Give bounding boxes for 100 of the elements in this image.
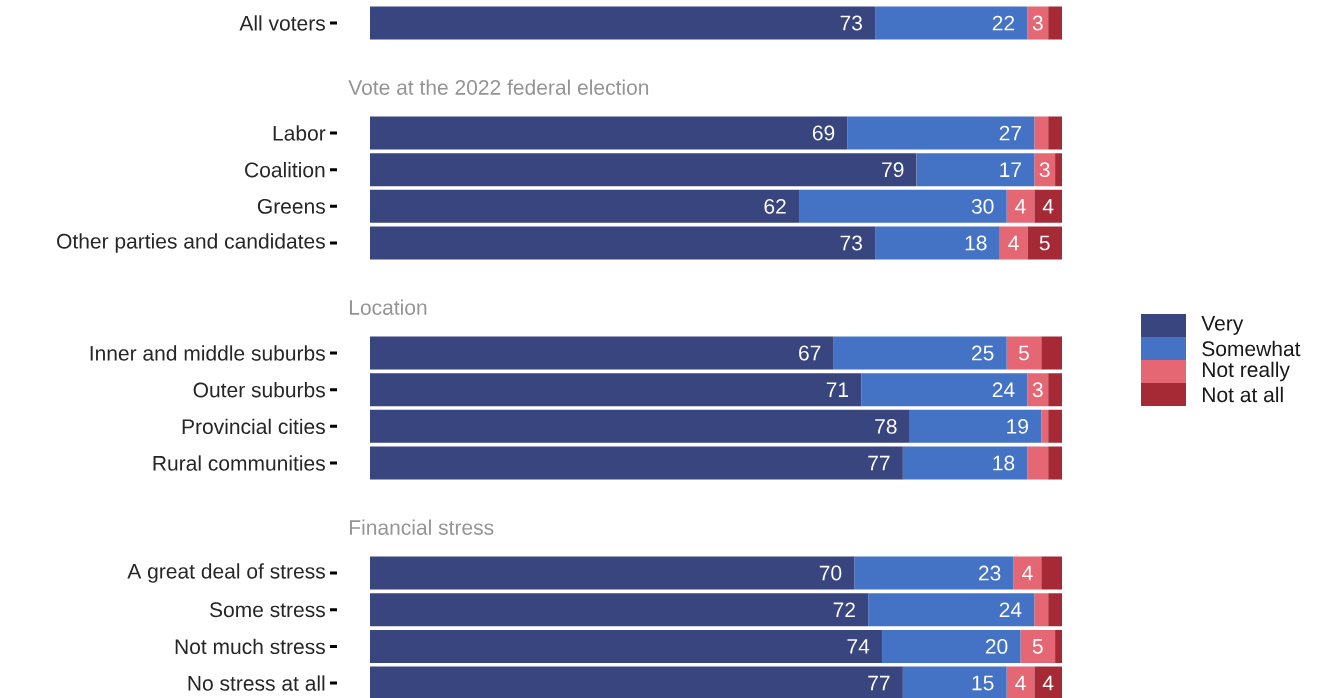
data-label: 20 <box>985 638 1008 654</box>
bar <box>1034 116 1049 150</box>
data-label: 18 <box>965 235 987 251</box>
bar <box>882 629 1021 663</box>
data-label: 4 <box>1042 199 1054 214</box>
data-label: 73 <box>840 15 862 31</box>
data-label: 4 <box>1008 235 1019 251</box>
y-tick-label: No stress at all <box>188 675 325 691</box>
bar <box>868 593 1035 627</box>
data-label: 74 <box>847 639 870 654</box>
data-label: 5 <box>1039 235 1050 251</box>
y-tick-label: Outer suburbs <box>193 381 325 398</box>
bar <box>370 226 876 260</box>
annotation: Location <box>349 299 427 315</box>
data-label: 70 <box>819 565 842 581</box>
data-label: 3 <box>1039 162 1050 178</box>
bar <box>902 446 1028 480</box>
y-tick-label: Inner and middle suburbs <box>90 345 325 361</box>
bar <box>370 116 848 150</box>
data-label: 79 <box>882 162 904 178</box>
bar <box>370 336 834 370</box>
y-tick-label: Not much stress <box>175 638 325 655</box>
data-label: 77 <box>868 455 890 471</box>
data-label: 19 <box>1007 418 1028 434</box>
data-label: 30 <box>971 198 994 214</box>
legend-label: Very <box>1201 316 1244 335</box>
data-label: 22 <box>992 15 1015 31</box>
bar <box>1041 556 1062 590</box>
bar <box>370 373 862 407</box>
bar <box>1013 556 1042 590</box>
y-tick-label: Other parties and candidates <box>57 233 325 253</box>
bar <box>1034 593 1049 627</box>
bar <box>1048 373 1062 407</box>
y-tick-label: Provincial cities <box>182 418 325 435</box>
data-label: 71 <box>826 382 849 397</box>
bar <box>1055 629 1062 663</box>
data-label: 5 <box>1018 345 1029 361</box>
bar <box>1041 336 1062 370</box>
legend-label: Not really <box>1202 361 1290 382</box>
bar <box>999 226 1028 260</box>
bar <box>370 593 869 627</box>
bar <box>370 629 883 663</box>
y-tick-label: Greens <box>257 198 325 214</box>
bar <box>1048 116 1062 150</box>
bar <box>861 373 1028 407</box>
data-label: 5 <box>1032 639 1043 654</box>
data-label: 24 <box>999 602 1022 618</box>
data-label: 73 <box>840 235 862 251</box>
bar <box>875 226 1000 260</box>
y-tick-label: Some stress <box>210 602 325 618</box>
data-label: 23 <box>978 565 1001 581</box>
y-tick-label: All voters <box>239 15 325 31</box>
data-label: 4 <box>1015 675 1026 691</box>
bar <box>1027 6 1049 40</box>
bar <box>370 6 876 40</box>
bar <box>799 189 1007 223</box>
data-label: 25 <box>972 345 994 361</box>
data-label: 4 <box>1022 565 1033 581</box>
bar <box>909 409 1042 443</box>
bar <box>847 116 1035 150</box>
data-label: 27 <box>999 125 1021 141</box>
bar <box>1048 6 1062 40</box>
bar <box>1048 593 1062 627</box>
bar <box>916 153 1035 187</box>
bar <box>370 666 903 698</box>
data-label: 69 <box>812 125 835 141</box>
bar <box>1055 153 1062 187</box>
bar <box>1048 446 1062 480</box>
data-label: 24 <box>992 382 1015 398</box>
bar <box>1041 409 1049 443</box>
bar <box>902 666 1007 698</box>
legend-label: Somewhat <box>1202 340 1301 357</box>
legend-label: Not at all <box>1202 386 1283 403</box>
bar <box>1034 153 1056 187</box>
annotation: Financial stress <box>349 519 494 535</box>
bar <box>1006 336 1042 370</box>
data-label: 17 <box>1000 162 1021 177</box>
data-label: 67 <box>799 345 821 361</box>
data-label: 18 <box>993 455 1015 471</box>
bar <box>1027 446 1049 480</box>
bar <box>370 189 800 223</box>
bar <box>1034 189 1062 223</box>
data-label: 3 <box>1032 15 1043 31</box>
bar <box>1027 226 1062 260</box>
data-label: 15 <box>972 675 994 691</box>
bar <box>370 153 917 187</box>
y-tick-label: Rural communities <box>153 455 325 471</box>
annotation: Vote at the 2022 federal election <box>348 79 649 95</box>
bar <box>1034 666 1062 698</box>
data-label: 77 <box>868 675 890 691</box>
bar <box>1048 409 1062 443</box>
y-tick-label: Labor <box>273 125 326 141</box>
bar <box>1020 629 1056 663</box>
data-label: 62 <box>764 198 786 214</box>
bar <box>875 6 1028 40</box>
bar <box>1006 189 1035 223</box>
data-label: 72 <box>833 602 855 618</box>
y-tick-label: Coalition <box>245 161 325 178</box>
data-label: 4 <box>1015 199 1026 214</box>
y-tick-label: A great deal of stress <box>127 563 325 583</box>
